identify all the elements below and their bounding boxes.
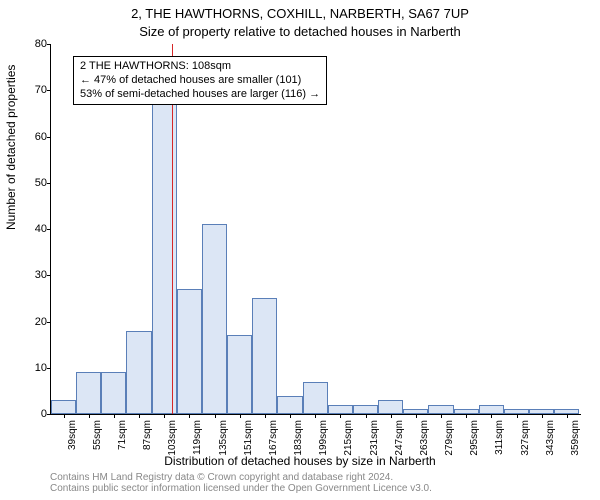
histogram-bar: [227, 335, 252, 414]
x-tick-mark: [114, 414, 115, 418]
x-tick-label: 39sqm: [67, 420, 78, 450]
x-tick-mark: [164, 414, 165, 418]
x-tick-mark: [517, 414, 518, 418]
y-tick-mark: [47, 183, 51, 184]
histogram-bar: [177, 289, 202, 414]
y-tick-label: 30: [15, 269, 47, 281]
histogram-bar: [529, 409, 554, 414]
x-tick-label: 279sqm: [444, 420, 455, 456]
x-tick-mark: [466, 414, 467, 418]
attribution-line-1: Contains HM Land Registry data © Crown c…: [50, 472, 432, 483]
annotation-line-3: 53% of semi-detached houses are larger (…: [80, 88, 320, 102]
x-tick-label: 183sqm: [293, 420, 304, 456]
x-tick-mark: [340, 414, 341, 418]
histogram-bar: [504, 409, 529, 414]
histogram-bar: [353, 405, 378, 414]
y-tick-label: 80: [15, 38, 47, 50]
x-tick-label: 295sqm: [469, 420, 480, 456]
x-tick-mark: [89, 414, 90, 418]
y-tick-mark: [47, 322, 51, 323]
y-tick-label: 70: [15, 84, 47, 96]
x-tick-label: 311sqm: [494, 420, 505, 455]
histogram-bar: [428, 405, 453, 414]
histogram-bar: [76, 372, 101, 414]
x-tick-label: 135sqm: [218, 420, 229, 456]
histogram-bar: [403, 409, 428, 414]
x-tick-label: 247sqm: [394, 420, 405, 456]
y-tick-mark: [47, 90, 51, 91]
y-tick-label: 40: [15, 223, 47, 235]
y-tick-label: 0: [15, 408, 47, 420]
x-tick-label: 263sqm: [419, 420, 430, 456]
annotation-line-2: ← 47% of detached houses are smaller (10…: [80, 74, 320, 88]
x-tick-mark: [64, 414, 65, 418]
y-tick-mark: [47, 275, 51, 276]
histogram-bar: [101, 372, 126, 414]
y-tick-mark: [47, 368, 51, 369]
x-tick-mark: [391, 414, 392, 418]
histogram-bar: [303, 382, 328, 414]
x-tick-mark: [139, 414, 140, 418]
histogram-bar: [479, 405, 504, 414]
x-tick-mark: [542, 414, 543, 418]
histogram-chart: 2, THE HAWTHORNS, COXHILL, NARBERTH, SA6…: [0, 0, 600, 500]
x-tick-mark: [441, 414, 442, 418]
attribution-line-2: Contains public sector information licen…: [50, 483, 432, 494]
attribution: Contains HM Land Registry data © Crown c…: [50, 472, 432, 494]
histogram-bar: [202, 224, 227, 414]
x-tick-label: 55sqm: [92, 420, 103, 450]
x-tick-label: 103sqm: [167, 420, 178, 456]
y-tick-label: 50: [15, 177, 47, 189]
x-tick-label: 343sqm: [545, 420, 556, 456]
chart-title-sub: Size of property relative to detached ho…: [0, 24, 600, 39]
y-tick-mark: [47, 414, 51, 415]
x-tick-label: 231sqm: [369, 420, 380, 456]
x-tick-mark: [189, 414, 190, 418]
x-tick-label: 87sqm: [142, 420, 153, 450]
annotation-line-1: 2 THE HAWTHORNS: 108sqm: [80, 60, 320, 74]
x-tick-label: 215sqm: [343, 420, 354, 456]
x-tick-label: 359sqm: [570, 420, 581, 456]
x-tick-label: 327sqm: [520, 420, 531, 456]
x-tick-mark: [366, 414, 367, 418]
x-tick-mark: [290, 414, 291, 418]
x-tick-mark: [215, 414, 216, 418]
y-tick-label: 10: [15, 362, 47, 374]
x-tick-mark: [567, 414, 568, 418]
annotation-box: 2 THE HAWTHORNS: 108sqm ← 47% of detache…: [73, 56, 327, 105]
chart-title-main: 2, THE HAWTHORNS, COXHILL, NARBERTH, SA6…: [0, 6, 600, 21]
x-tick-mark: [240, 414, 241, 418]
y-tick-mark: [47, 229, 51, 230]
histogram-bar: [51, 400, 76, 414]
histogram-bar: [277, 396, 302, 415]
x-tick-label: 199sqm: [318, 420, 329, 456]
x-tick-mark: [315, 414, 316, 418]
y-tick-mark: [47, 44, 51, 45]
x-tick-mark: [491, 414, 492, 418]
histogram-bar: [554, 409, 579, 414]
x-tick-mark: [416, 414, 417, 418]
x-tick-label: 71sqm: [117, 420, 128, 450]
histogram-bar: [328, 405, 353, 414]
histogram-bar: [252, 298, 277, 414]
x-tick-label: 151sqm: [243, 420, 254, 456]
histogram-bar: [378, 400, 403, 414]
histogram-bar: [126, 331, 151, 414]
x-axis-label: Distribution of detached houses by size …: [0, 454, 600, 468]
plot-area: 0102030405060708039sqm55sqm71sqm87sqm103…: [50, 44, 581, 415]
y-tick-label: 60: [15, 131, 47, 143]
x-tick-label: 167sqm: [268, 420, 279, 456]
y-tick-mark: [47, 137, 51, 138]
y-tick-label: 20: [15, 316, 47, 328]
x-tick-mark: [265, 414, 266, 418]
histogram-bar: [454, 409, 479, 414]
x-tick-label: 119sqm: [192, 420, 203, 455]
